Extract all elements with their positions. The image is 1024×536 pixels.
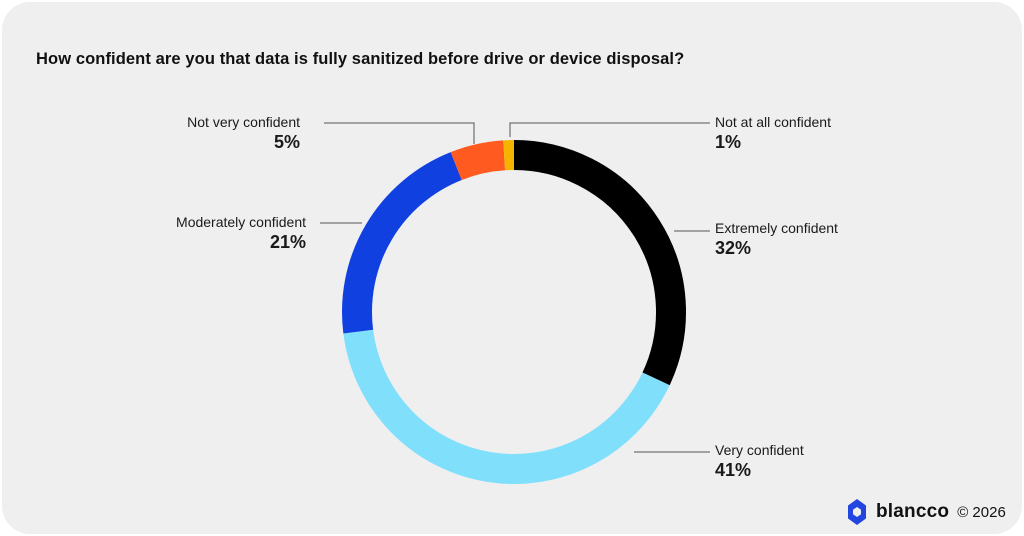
slice-moderately-confident — [342, 152, 462, 334]
chart-title: How confident are you that data is fully… — [36, 50, 685, 68]
copyright: © 2026 — [957, 503, 1006, 521]
leader-line-not-at-all-confident — [509, 122, 710, 137]
slice-label: Not at all confident — [715, 114, 831, 130]
slice-value: 41% — [715, 460, 752, 480]
slice-value: 21% — [269, 232, 306, 252]
blancco-logo-icon — [848, 499, 866, 525]
label-not-very-confident: Not very confident 5% — [142, 114, 300, 153]
leader-line-not-very-confident — [324, 122, 475, 144]
slice-not-very-confident — [450, 140, 506, 181]
slice-label: Extremely confident — [715, 220, 838, 236]
slice-value: 1% — [715, 132, 742, 152]
label-very-confident: Very confident 41% — [715, 442, 804, 481]
slice-very-confident — [343, 329, 670, 484]
label-extremely-confident: Extremely confident 32% — [715, 220, 838, 259]
slice-value: 32% — [715, 238, 752, 258]
slice-value: 5% — [273, 132, 300, 152]
slice-extremely-confident — [513, 140, 686, 386]
slice-label: Very confident — [715, 442, 804, 458]
slice-label: Moderately confident — [176, 214, 306, 230]
label-moderately-confident: Moderately confident 21% — [142, 214, 306, 253]
brand-name: blancco — [876, 501, 950, 522]
label-not-at-all-confident: Not at all confident 1% — [715, 114, 831, 153]
slice-label: Not very confident — [187, 114, 300, 130]
brand-footer: blancco © 2026 — [848, 499, 1006, 525]
